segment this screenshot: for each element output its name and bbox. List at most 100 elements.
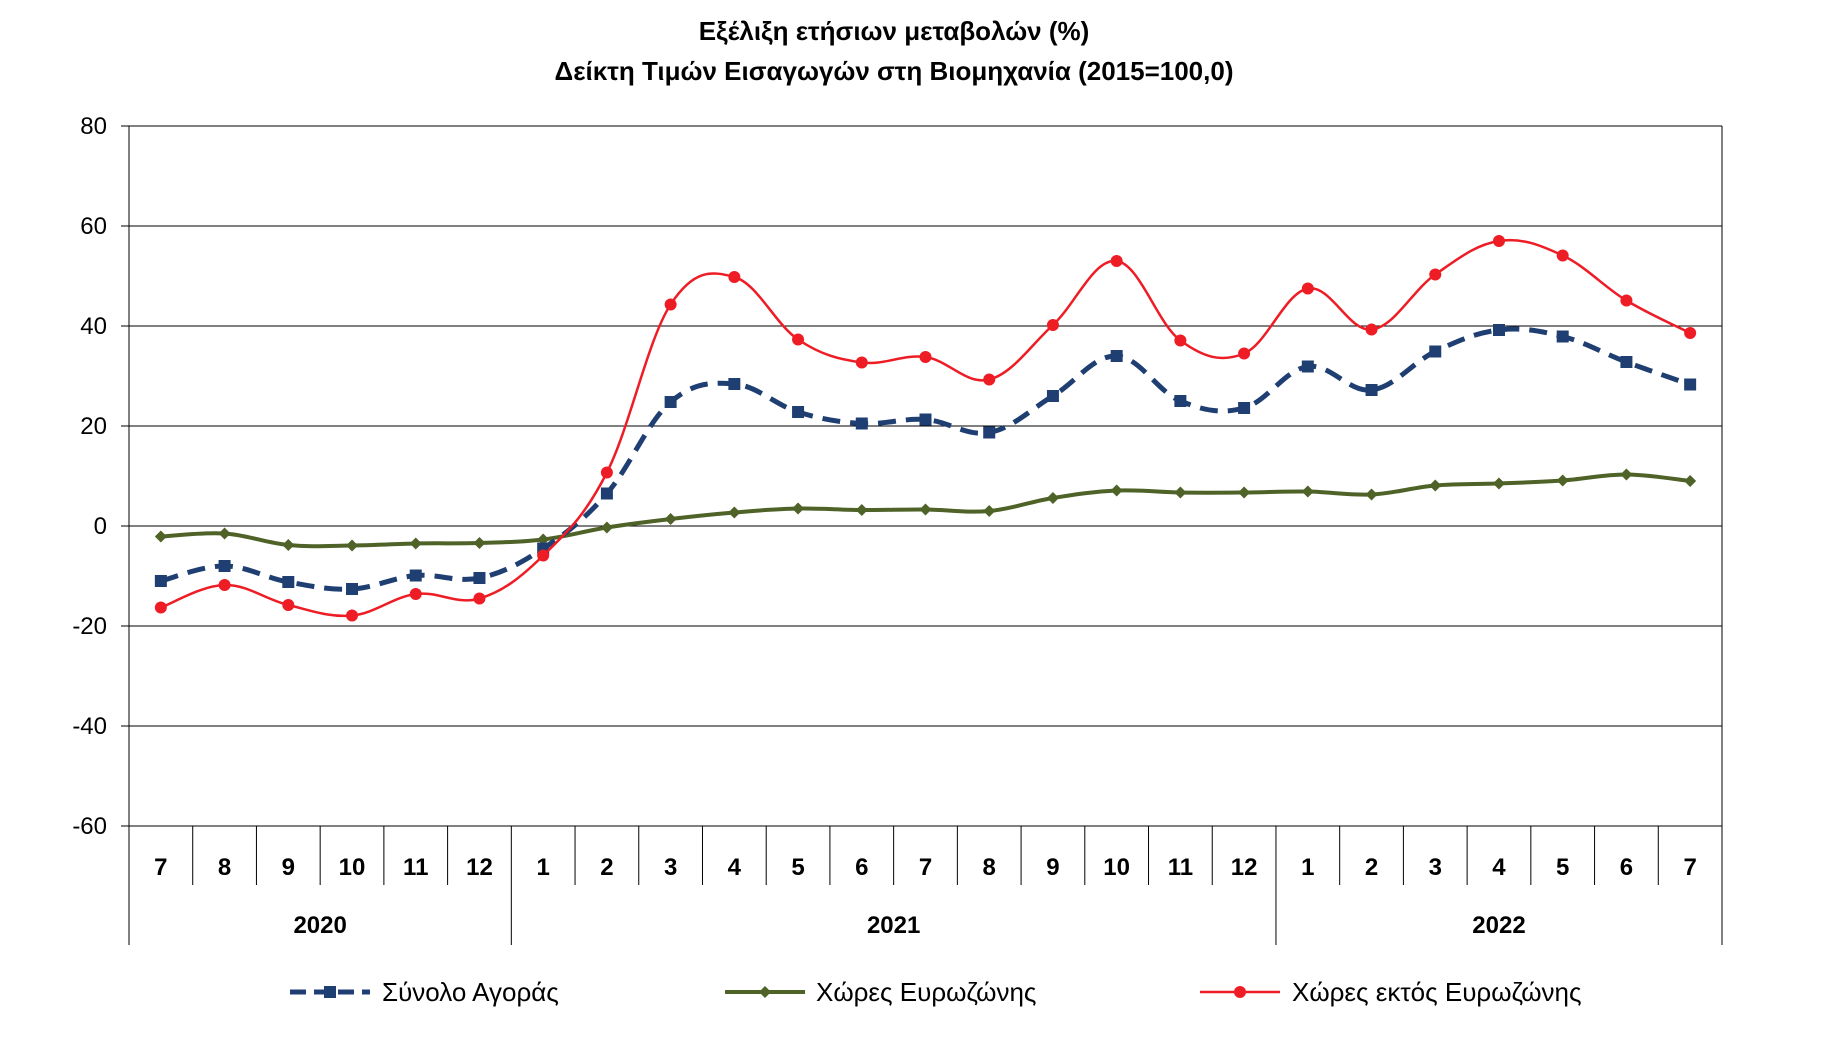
data-point xyxy=(1492,477,1505,490)
data-point xyxy=(1110,484,1123,497)
x-tick-label: 8 xyxy=(218,854,231,881)
data-point xyxy=(218,527,231,540)
x-tick-label: 4 xyxy=(1492,854,1506,881)
data-point xyxy=(983,426,996,439)
data-point xyxy=(346,609,359,622)
legend-marker xyxy=(324,986,336,998)
data-point xyxy=(919,351,932,363)
data-point xyxy=(855,417,868,430)
legend-label: Χώρες Ευρωζώνης xyxy=(816,977,1036,1007)
x-tick-label: 1 xyxy=(537,854,550,881)
series-line xyxy=(160,238,1691,618)
data-point xyxy=(1620,468,1633,481)
data-point xyxy=(1429,479,1442,492)
data-point xyxy=(1365,488,1378,501)
data-point xyxy=(1429,345,1442,358)
series-layer xyxy=(154,235,1697,622)
data-point xyxy=(919,503,932,516)
legend-label: Χώρες εκτός Ευρωζώνης xyxy=(1292,977,1582,1007)
data-point xyxy=(154,575,167,587)
legend-label: Σύνολο Αγοράς xyxy=(382,977,559,1007)
data-point xyxy=(154,601,167,614)
x-tick-label: 12 xyxy=(1231,854,1258,881)
chart-subtitle: Δείκτη Τιμών Εισαγωγών στη Βιομηχανία (2… xyxy=(555,56,1234,86)
x-tick-label: 6 xyxy=(1620,854,1633,881)
data-point xyxy=(1174,334,1187,347)
y-tick-label: -60 xyxy=(72,813,107,840)
data-point xyxy=(1046,319,1059,331)
data-point xyxy=(1046,390,1059,402)
data-point xyxy=(600,466,613,479)
data-point xyxy=(282,599,295,611)
y-tick-label: 80 xyxy=(80,113,107,140)
data-point xyxy=(154,530,167,543)
x-tick-label: 9 xyxy=(1046,854,1059,881)
data-point xyxy=(792,406,805,418)
data-point xyxy=(1429,268,1442,281)
data-point xyxy=(409,537,422,550)
data-point xyxy=(1238,486,1251,499)
data-point xyxy=(1174,395,1187,407)
data-point xyxy=(473,592,486,605)
x-tick-label: 10 xyxy=(1103,854,1130,881)
data-point xyxy=(346,539,359,552)
x-tick-label: 7 xyxy=(1683,854,1696,881)
y-tick-label: -20 xyxy=(72,613,107,640)
data-point xyxy=(1365,323,1378,336)
data-point xyxy=(792,333,805,346)
y-tick-label: 0 xyxy=(94,513,107,540)
x-tick-label: 5 xyxy=(791,854,804,881)
x-tick-label: 3 xyxy=(1429,854,1442,881)
x-tick-label: 12 xyxy=(466,854,493,881)
year-label: 2022 xyxy=(1472,912,1525,939)
data-point xyxy=(855,356,868,369)
data-point xyxy=(409,588,422,600)
x-tick-label: 7 xyxy=(919,854,932,881)
data-point xyxy=(473,572,486,584)
data-point xyxy=(282,576,295,588)
data-point xyxy=(1110,350,1123,362)
data-point xyxy=(792,502,805,515)
data-point xyxy=(1301,282,1314,295)
data-point xyxy=(218,560,231,572)
series-line xyxy=(160,326,1691,592)
x-tick-label: 9 xyxy=(282,854,295,881)
data-point xyxy=(218,579,231,591)
x-tick-label: 1 xyxy=(1301,854,1314,881)
y-tick-label: 40 xyxy=(80,313,107,340)
data-point xyxy=(600,521,613,534)
x-tick-label: 5 xyxy=(1556,854,1569,881)
data-point xyxy=(1301,360,1314,373)
x-tick-label: 8 xyxy=(983,854,996,881)
data-point xyxy=(1684,475,1697,487)
x-tick-label: 11 xyxy=(1168,854,1193,881)
data-point xyxy=(1174,486,1187,499)
y-tick-label: -40 xyxy=(72,713,107,740)
x-tick-label: 2 xyxy=(1365,854,1378,881)
data-point xyxy=(664,298,677,311)
data-point xyxy=(1620,294,1633,307)
y-tick-label: 60 xyxy=(80,213,107,240)
data-point xyxy=(1556,474,1569,487)
x-tick-label: 3 xyxy=(664,854,677,881)
data-point xyxy=(1301,485,1314,498)
data-point xyxy=(1684,327,1697,339)
y-tick-label: 20 xyxy=(80,413,107,440)
x-tick-label: 2 xyxy=(600,854,613,881)
data-point xyxy=(664,396,677,408)
data-point xyxy=(473,537,486,549)
data-point xyxy=(1492,235,1505,247)
data-point xyxy=(1556,249,1569,262)
data-point xyxy=(1620,356,1633,368)
data-point xyxy=(855,504,868,516)
data-point xyxy=(600,487,613,500)
data-point xyxy=(983,505,996,517)
legend-marker xyxy=(1234,986,1246,998)
y-axis: 80 60 40 20 0 -20 -40 -60 xyxy=(72,113,129,840)
data-point xyxy=(1556,330,1569,343)
data-point xyxy=(1238,347,1251,360)
x-tick-label: 7 xyxy=(154,854,167,881)
year-label: 2020 xyxy=(293,912,346,939)
